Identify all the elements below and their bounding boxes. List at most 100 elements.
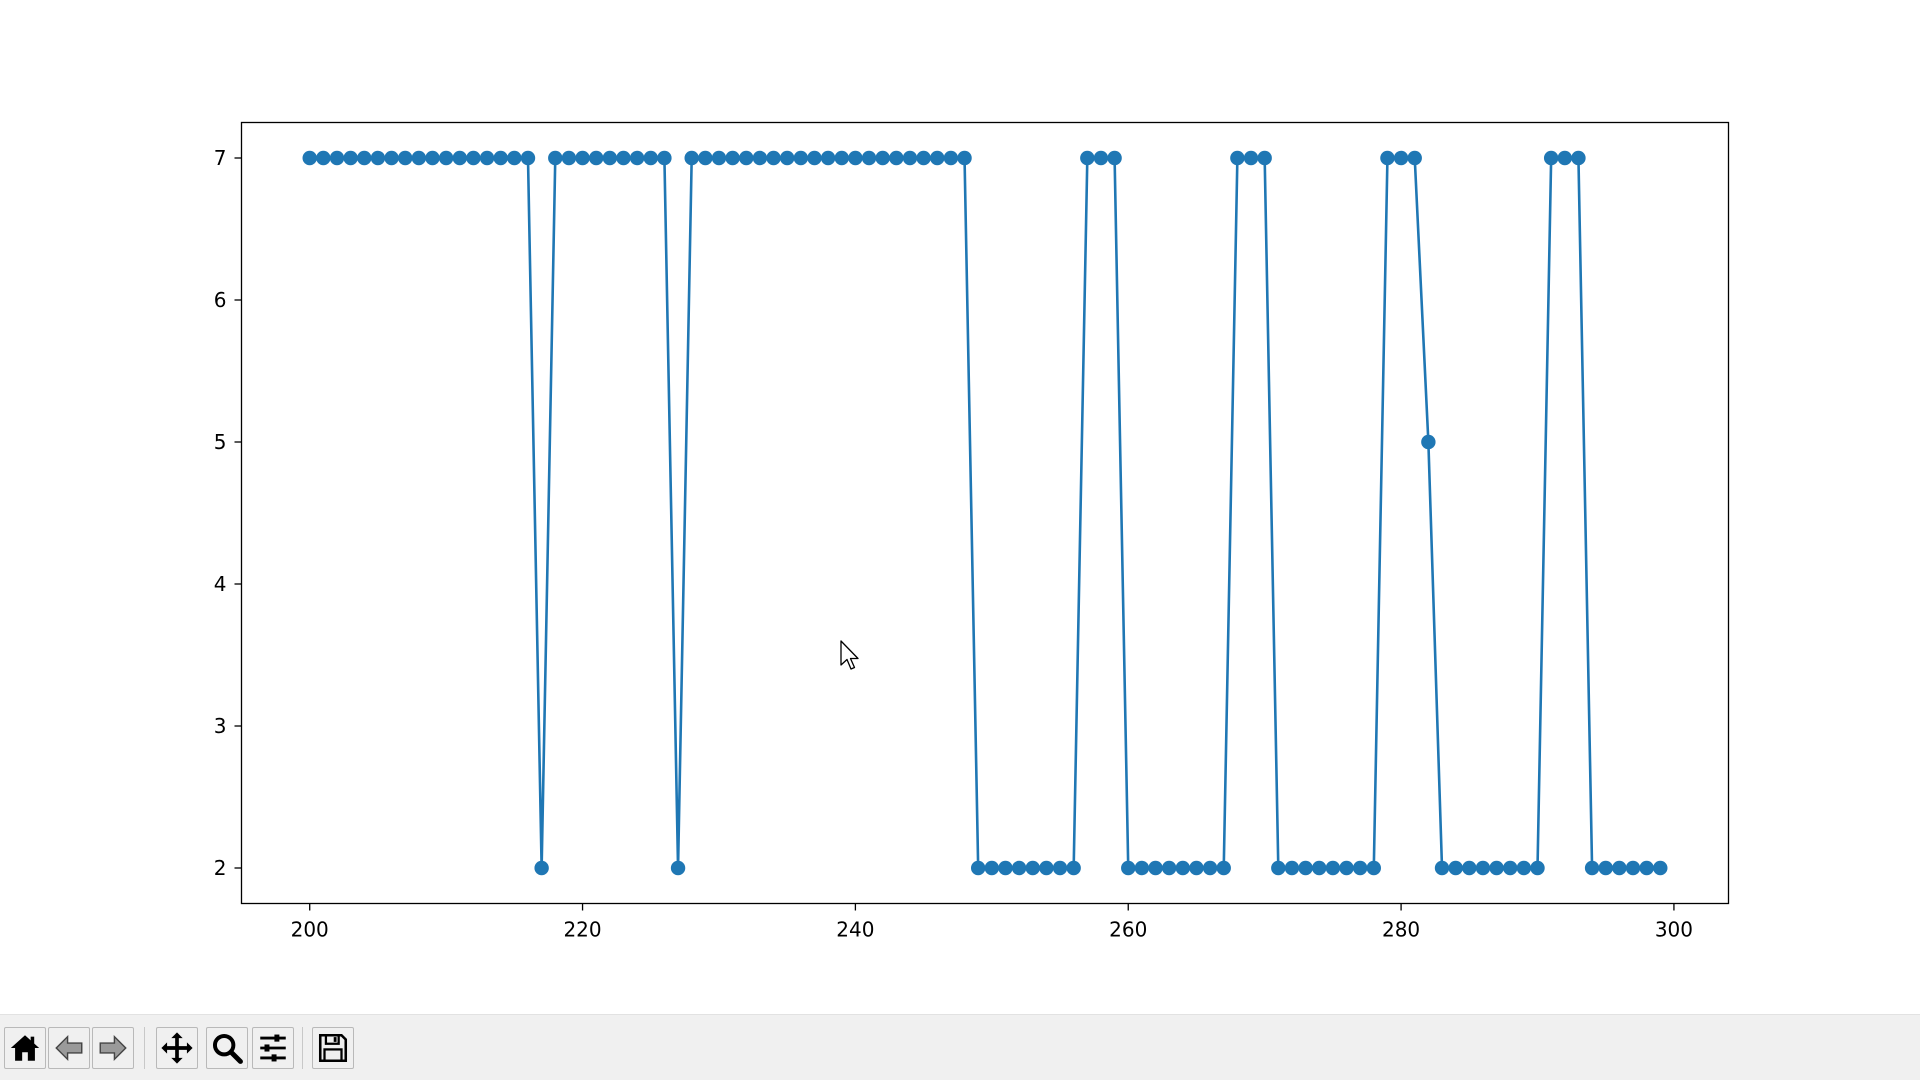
data-point xyxy=(1584,860,1600,876)
data-point xyxy=(493,150,508,166)
data-point xyxy=(1639,860,1654,876)
data-point xyxy=(1148,860,1163,876)
data-point xyxy=(698,150,713,166)
data-point xyxy=(1489,860,1504,876)
data-point xyxy=(684,150,699,166)
data-point xyxy=(779,150,795,166)
zoom-button[interactable] xyxy=(206,1027,248,1069)
arrow-right-icon xyxy=(99,1034,127,1062)
data-point xyxy=(1121,860,1136,876)
data-point xyxy=(548,150,563,166)
data-point xyxy=(930,150,945,166)
data-point xyxy=(820,150,836,166)
data-point xyxy=(766,150,781,166)
data-point xyxy=(329,150,345,166)
data-point xyxy=(875,150,890,166)
x-tick-label: 240 xyxy=(836,918,874,942)
data-point xyxy=(1093,150,1109,166)
data-point xyxy=(1107,150,1122,166)
data-point xyxy=(520,150,536,166)
data-point xyxy=(575,150,590,166)
data-point xyxy=(1066,860,1081,876)
data-point xyxy=(616,150,631,166)
save-icon xyxy=(318,1033,348,1063)
sliders-icon xyxy=(260,1034,286,1062)
data-point xyxy=(643,150,658,166)
axes-frame xyxy=(240,121,1730,905)
data-point xyxy=(1011,860,1027,876)
data-point xyxy=(561,150,577,166)
pan-button[interactable] xyxy=(156,1027,198,1069)
data-point xyxy=(479,150,495,166)
home-button[interactable] xyxy=(4,1027,46,1069)
data-point xyxy=(343,150,358,166)
data-point xyxy=(1407,150,1422,166)
toolbar-separator xyxy=(302,1027,303,1069)
data-point xyxy=(302,150,317,166)
configure-subplots-button[interactable] xyxy=(252,1027,294,1069)
data-point xyxy=(1243,150,1259,166)
data-point xyxy=(1380,150,1395,166)
data-point xyxy=(1202,860,1218,876)
x-tick-label: 220 xyxy=(563,918,601,942)
figure-canvas[interactable]: 200 220 240 260 280 300 2 3 4 5 6 7 xyxy=(0,0,1920,1014)
data-point xyxy=(957,150,972,166)
y-tick-label: 5 xyxy=(214,430,227,454)
data-point xyxy=(1612,860,1627,876)
y-tick-label: 6 xyxy=(214,288,227,312)
data-point xyxy=(670,860,686,876)
data-point xyxy=(1625,860,1641,876)
data-point xyxy=(1339,860,1354,876)
data-point xyxy=(534,860,549,876)
x-axis-ticks: 200 220 240 260 280 300 xyxy=(291,903,1693,942)
data-point xyxy=(1134,860,1150,876)
data-point xyxy=(711,150,727,166)
data-point xyxy=(452,150,467,166)
data-point xyxy=(1161,860,1177,876)
data-point xyxy=(398,150,413,166)
y-tick-label: 3 xyxy=(214,714,227,738)
data-point xyxy=(1039,860,1054,876)
y-tick-label: 2 xyxy=(214,856,227,880)
data-point xyxy=(1352,860,1368,876)
home-icon xyxy=(10,1035,40,1061)
data-point xyxy=(1052,860,1068,876)
data-point xyxy=(425,150,440,166)
move-icon xyxy=(161,1032,193,1064)
data-point xyxy=(1421,434,1436,450)
save-button[interactable] xyxy=(312,1027,354,1069)
data-point xyxy=(602,150,618,166)
data-point xyxy=(725,150,740,166)
data-point xyxy=(357,150,372,166)
x-tick-label: 200 xyxy=(291,918,329,942)
data-point xyxy=(1653,860,1668,876)
data-point xyxy=(793,150,809,166)
x-tick-label: 300 xyxy=(1655,918,1693,942)
data-point xyxy=(507,150,522,166)
toolbar-separator xyxy=(144,1027,145,1069)
data-point xyxy=(861,150,877,166)
data-point xyxy=(438,150,454,166)
data-point xyxy=(657,150,672,166)
data-point xyxy=(589,150,604,166)
back-button[interactable] xyxy=(48,1027,90,1069)
data-point xyxy=(1462,860,1477,876)
data-point xyxy=(752,150,768,166)
data-point xyxy=(1503,860,1518,876)
data-point xyxy=(384,150,399,166)
data-point xyxy=(1080,150,1095,166)
line-plot: 200 220 240 260 280 300 2 3 4 5 6 7 xyxy=(214,121,1730,942)
data-point xyxy=(1530,860,1545,876)
data-point xyxy=(1175,860,1191,876)
data-point xyxy=(1298,860,1313,876)
data-point xyxy=(316,150,331,166)
zoom-icon xyxy=(212,1033,243,1064)
data-point xyxy=(1230,150,1245,166)
data-point xyxy=(1189,860,1204,876)
data-point xyxy=(1434,860,1450,876)
data-point xyxy=(1557,150,1572,166)
y-tick-label: 4 xyxy=(214,572,227,596)
data-point xyxy=(629,150,645,166)
data-point xyxy=(411,150,427,166)
forward-button[interactable] xyxy=(92,1027,134,1069)
